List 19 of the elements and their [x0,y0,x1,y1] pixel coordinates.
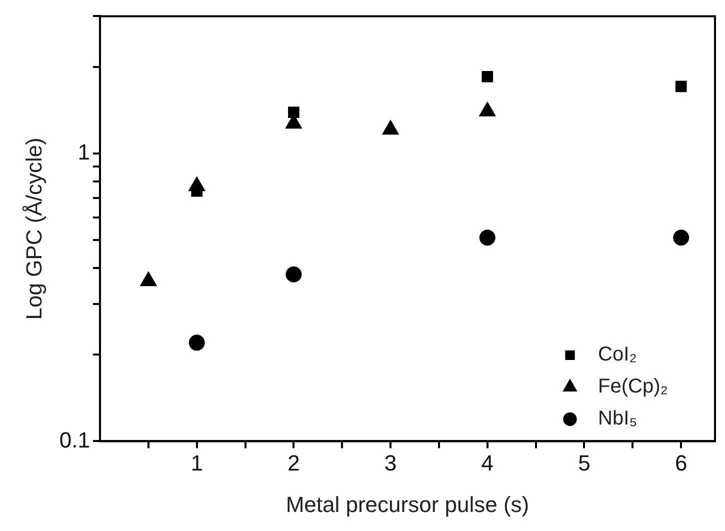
legend-label: CoI₂ [598,344,637,366]
point [482,70,494,82]
point [675,80,687,92]
point [288,106,300,118]
point [286,266,302,282]
x-axis-title: Metal precursor pulse (s) [286,492,530,517]
x-tick-label: 3 [384,450,397,476]
x-tick-label: 6 [674,450,688,476]
point [479,230,496,246]
x-tick-label: 2 [288,450,300,476]
legend-label: Fe(Cp)₂ [598,376,668,398]
point [188,334,205,351]
y-tick-label: 0.1 [59,427,90,452]
point [673,230,690,246]
x-tick-label: 4 [481,450,494,476]
x-tick-label: 1 [190,450,203,476]
legend-label: NbI₅ [598,408,638,430]
y-axis-title: Log GPC (Å/cycle) [21,138,46,320]
x-tick-label: 5 [578,450,590,476]
